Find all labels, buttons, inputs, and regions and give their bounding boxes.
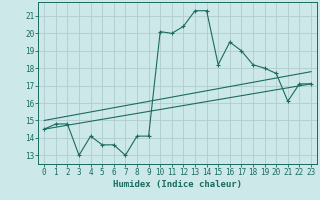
- X-axis label: Humidex (Indice chaleur): Humidex (Indice chaleur): [113, 180, 242, 189]
